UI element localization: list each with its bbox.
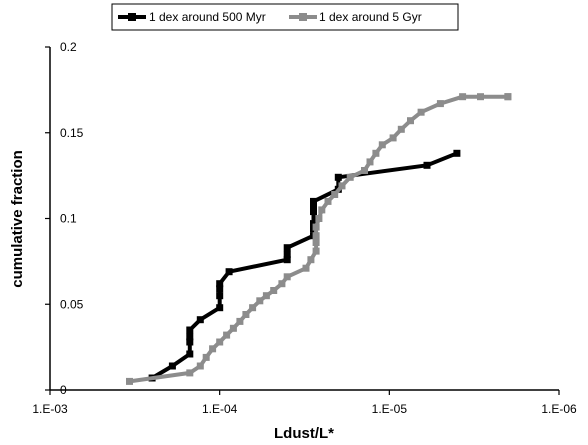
series-2-marker [278, 280, 286, 288]
series-2-marker [378, 141, 386, 149]
series-2-marker [331, 191, 339, 198]
series-1-marker [216, 292, 224, 300]
series-1-marker [423, 161, 431, 169]
series-2-marker [417, 108, 425, 116]
legend-marker-series-2 [299, 13, 307, 21]
series-1-marker [283, 256, 291, 264]
series-2-marker [372, 149, 380, 157]
series-2-marker [126, 377, 133, 385]
series-1-marker [334, 173, 342, 181]
series-2-marker [361, 167, 368, 174]
series-1-marker [186, 350, 194, 358]
series-1-marker [283, 244, 291, 252]
series-1-marker [216, 285, 224, 293]
series-2-marker [186, 369, 194, 377]
y-axis-label: cumulative fraction [9, 150, 26, 288]
series-layer [126, 93, 512, 385]
series-2-marker [229, 324, 237, 332]
legend: 1 dex around 500 Myr 1 dex around 5 Gyr [111, 3, 459, 31]
series-1-marker [186, 326, 194, 334]
series-2-marker [216, 338, 224, 346]
series-2-marker [312, 223, 320, 231]
series-1-marker [186, 333, 194, 341]
series-2-marker [302, 264, 310, 272]
series-1-marker [310, 203, 317, 210]
axis-ticks: 0 0.05 0.1 0.15 0.2 1.E-03 1.E-04 1.E-05 1.E-06 [32, 40, 577, 416]
series-1-marker [310, 208, 317, 216]
y-tick-label: 0.05 [60, 297, 84, 311]
series-1-marker [186, 338, 194, 346]
series-2-marker [407, 117, 414, 125]
legend-box [111, 3, 459, 31]
series-2-marker [283, 273, 291, 281]
series-1-marker [216, 304, 224, 312]
series-2-marker [242, 311, 250, 318]
legend-item-series-1: 1 dex around 500 Myr [118, 10, 266, 24]
series-2-marker [312, 247, 320, 255]
x-tick-label: 1.E-06 [541, 402, 577, 416]
x-axis-label: Ldust/L* [274, 425, 334, 442]
series-2-marker [346, 173, 354, 181]
x-tick-label: 1.E-03 [32, 402, 68, 416]
y-tick-label: 0 [60, 383, 67, 397]
series-2-marker [312, 232, 320, 240]
y-tick-label: 0.2 [60, 40, 77, 54]
series-2-marker [256, 297, 264, 305]
y-tick-label: 0.1 [60, 212, 77, 226]
series-2-marker [307, 256, 315, 264]
series-2-marker [504, 93, 512, 101]
x-tick-label: 1.E-05 [372, 402, 408, 416]
series-2-marker [436, 100, 444, 108]
series-2-marker [389, 134, 397, 142]
series-2 [126, 93, 512, 385]
series-2-marker [459, 93, 467, 101]
series-1-marker [216, 280, 224, 288]
legend-label-series-1: 1 dex around 500 Myr [149, 10, 266, 24]
series-2-marker [270, 287, 278, 294]
series-1-marker [453, 149, 461, 157]
legend-marker-series-1 [128, 13, 136, 21]
series-2-marker [366, 158, 374, 166]
series-2-marker [249, 304, 257, 312]
x-tick-label: 1.E-04 [202, 402, 238, 416]
series-2-marker [315, 215, 323, 222]
series-1-marker [196, 316, 204, 324]
y-tick-label: 0.15 [60, 126, 84, 140]
series-1-marker [310, 197, 317, 205]
series-2-marker [209, 345, 217, 353]
series-1-marker [283, 251, 291, 258]
series-2-marker [338, 182, 346, 190]
series-2-marker [318, 206, 326, 214]
series-2-marker [324, 197, 332, 205]
series-1-marker [225, 268, 233, 276]
series-2-marker [202, 353, 210, 361]
series-2-marker [236, 317, 244, 325]
series-2-marker [262, 292, 270, 300]
legend-label-series-2: 1 dex around 5 Gyr [319, 10, 422, 24]
series-1-marker [168, 362, 176, 370]
series-2-marker [397, 125, 405, 133]
series-2-marker [477, 93, 484, 101]
series-2-marker [312, 239, 320, 246]
series-2-marker [223, 331, 231, 339]
legend-item-series-2: 1 dex around 5 Gyr [289, 10, 422, 24]
series-2-marker [196, 362, 204, 370]
